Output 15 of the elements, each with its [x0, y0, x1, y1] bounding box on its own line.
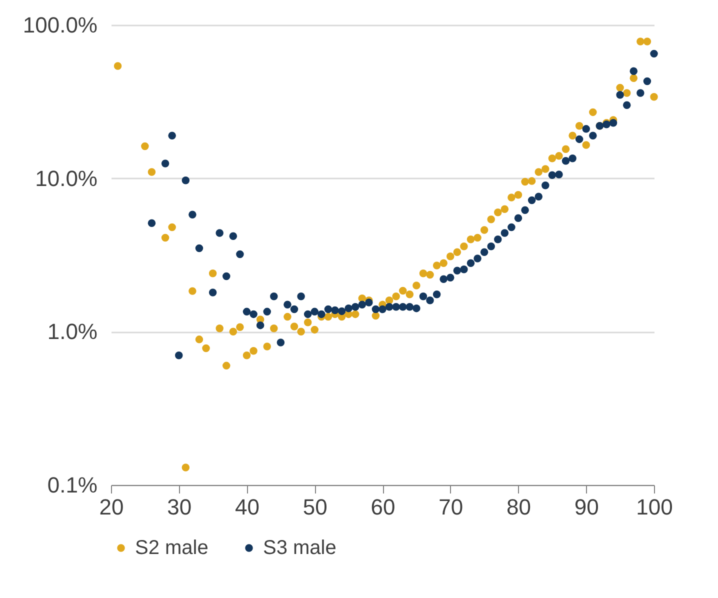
x-tick-label: 90 — [574, 494, 599, 520]
x-tick-label: 20 — [99, 494, 124, 520]
legend-label: S3 male — [263, 537, 336, 559]
x-tick-label: 40 — [235, 494, 260, 520]
y-tick-label: 100.0% — [22, 12, 98, 38]
x-tick-label: 70 — [438, 494, 464, 520]
y-tick-label: 0.1% — [47, 472, 98, 498]
x-tick-label: 30 — [167, 494, 192, 520]
x-tick-label: 50 — [302, 494, 328, 520]
y-tick-label: 1.0% — [47, 319, 98, 344]
legend-label: S2 male — [135, 537, 208, 559]
x-tick-label: 60 — [370, 494, 396, 520]
y-tick-label: 10.0% — [35, 166, 98, 191]
x-tick-label: 80 — [506, 494, 531, 520]
x-tick-label: 100 — [636, 494, 673, 520]
